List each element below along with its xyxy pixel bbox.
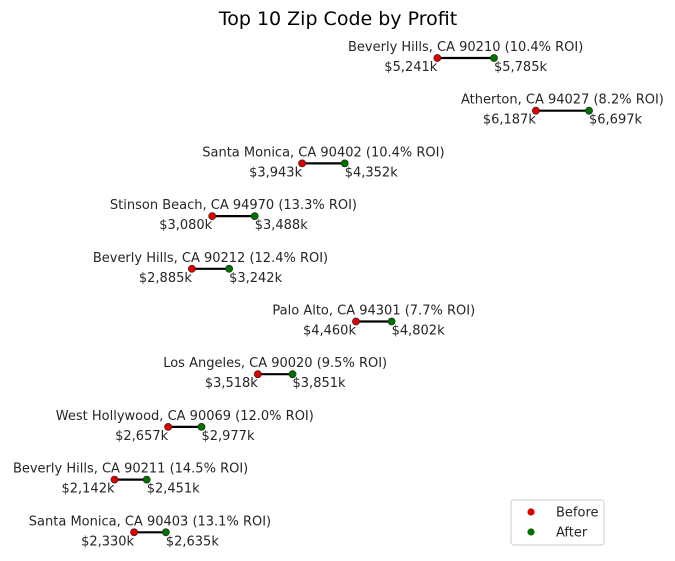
row-label: Santa Monica, CA 90403 (13.1% ROI)	[29, 514, 271, 529]
row-label: Stinson Beach, CA 94970 (13.3% ROI)	[110, 198, 357, 213]
legend-marker	[527, 508, 535, 516]
before-point	[164, 422, 173, 431]
dumbbell-row: Palo Alto, CA 94301 (7.7% ROI) $4,460k $4,…	[272, 304, 475, 339]
before-point	[253, 370, 262, 379]
row-label: Beverly Hills, CA 90211 (14.5% ROI)	[13, 462, 248, 477]
dumbbell-row: Beverly Hills, CA 90211 (14.5% ROI) $2,14…	[13, 462, 248, 497]
legend-entry: Before	[556, 506, 599, 521]
after-point	[585, 106, 593, 115]
row-label: Palo Alto, CA 94301 (7.7% ROI)	[272, 304, 475, 319]
after-value-label: $5,785k	[494, 60, 547, 75]
after-value-label: $3,851k	[293, 376, 346, 391]
after-point	[340, 159, 349, 168]
dumbbell-row: Los Angeles, CA 90020 (9.5% ROI) $3,518k $…	[163, 356, 387, 391]
legend-marker	[527, 528, 535, 536]
after-point	[250, 212, 259, 220]
after-value-label: $3,242k	[229, 271, 282, 286]
before-value-label: $2,657k	[115, 429, 168, 444]
before-point	[187, 264, 196, 273]
dumbbell-row: West Hollywood, CA 90069 (12.0% ROI) $2,6…	[56, 409, 314, 444]
before-value-label: $4,460k	[303, 324, 356, 339]
before-point	[130, 528, 138, 537]
dumbbell-row: Stinson Beach, CA 94970 (13.3% ROI) $3,08…	[110, 198, 357, 233]
before-point	[298, 159, 307, 168]
after-point	[288, 370, 297, 379]
row-label: Beverly Hills, CA 90210 (10.4% ROI)	[348, 40, 583, 55]
row-label: West Hollywood, CA 90069 (12.0% ROI)	[56, 409, 314, 424]
before-value-label: $5,241k	[384, 60, 437, 75]
dumbbell-row: Beverly Hills, CA 90212 (12.4% ROI) $2,88…	[93, 251, 328, 286]
after-point	[197, 422, 206, 431]
before-value-label: $2,142k	[61, 482, 114, 497]
before-value-label: $2,885k	[139, 271, 192, 286]
before-point	[531, 106, 540, 115]
after-point	[225, 264, 233, 273]
after-value-label: $2,635k	[166, 534, 219, 549]
legend: Before After	[510, 499, 605, 546]
chart-rows: Beverly Hills, CA 90210 (10.4% ROI) $5,24…	[13, 40, 664, 549]
after-value-label: $2,977k	[201, 429, 254, 444]
after-point	[161, 528, 170, 537]
dumbbell-row: Atherton, CA 94027 (8.2% ROI) $6,187k $6,6…	[461, 93, 664, 128]
row-label: Atherton, CA 94027 (8.2% ROI)	[461, 93, 664, 108]
after-value-label: $3,488k	[255, 218, 308, 233]
after-point	[490, 54, 498, 62]
after-value-label: $2,451k	[147, 482, 200, 497]
before-value-label: $3,943k	[249, 165, 302, 180]
after-value-label: $6,697k	[589, 113, 642, 128]
before-point	[208, 212, 217, 220]
before-value-label: $3,518k	[205, 376, 258, 391]
before-value-label: $6,187k	[483, 113, 536, 128]
after-value-label: $4,352k	[345, 165, 398, 180]
before-value-label: $3,080k	[159, 218, 212, 233]
row-label: Beverly Hills, CA 90212 (12.4% ROI)	[93, 251, 328, 266]
row-label: Los Angeles, CA 90020 (9.5% ROI)	[163, 356, 387, 371]
before-point	[433, 54, 442, 62]
after-point	[387, 317, 396, 326]
dumbbell-row: Santa Monica, CA 90402 (10.4% ROI) $3,943…	[202, 145, 444, 180]
after-value-label: $4,802k	[392, 324, 445, 339]
dumbbell-row: Santa Monica, CA 90403 (13.1% ROI) $2,330…	[29, 514, 271, 549]
chart-title: Top 10 Zip Code by Profit	[218, 8, 457, 30]
row-label: Santa Monica, CA 90402 (10.4% ROI)	[202, 145, 444, 160]
dumbbell-row: Beverly Hills, CA 90210 (10.4% ROI) $5,24…	[348, 40, 583, 75]
after-point	[142, 475, 151, 484]
legend-entry: After	[556, 526, 588, 541]
before-value-label: $2,330k	[81, 534, 134, 549]
before-point	[110, 475, 119, 484]
before-point	[352, 317, 360, 326]
